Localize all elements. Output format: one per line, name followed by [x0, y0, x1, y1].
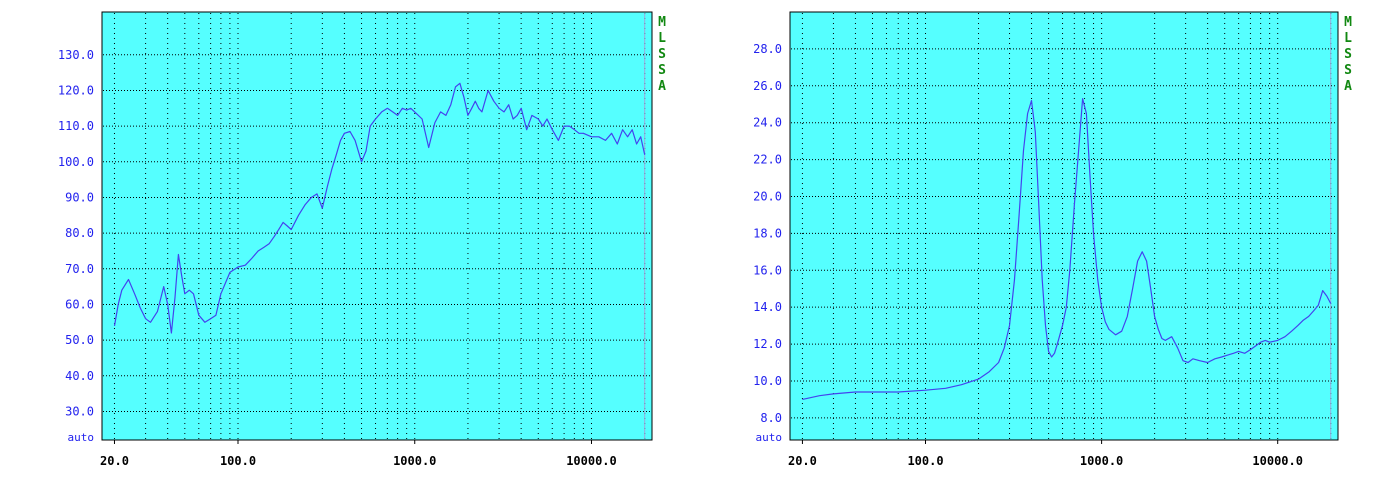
x-tick-label: 1000.0: [393, 454, 436, 468]
y-tick-label: 8.0: [760, 411, 782, 425]
y-tick-label: 80.0: [65, 226, 94, 240]
y-tick-label: 10.0: [753, 374, 782, 388]
chart-panel-1: 130.0 120.0 110.0 100.0 90.0 80.0 70.0 60.0 50.0…: [58, 11, 666, 468]
side-label-letter: S: [658, 63, 666, 78]
y-tick-label: 26.0: [753, 79, 782, 93]
y-tick-label: 100.0: [58, 155, 94, 169]
x-tick-label: 10000.0: [566, 454, 617, 468]
side-label-letter: S: [1344, 63, 1352, 78]
y-tick-label: 90.0: [65, 190, 94, 204]
y-tick-label: 22.0: [753, 153, 782, 167]
y-tick-label: 20.0: [753, 189, 782, 203]
series-line-1: [113, 82, 646, 334]
y-tick-label: 60.0: [65, 297, 94, 311]
y-tick-label: 24.0: [753, 116, 782, 130]
y-tick-label: 14.0: [753, 300, 782, 314]
x-tick-label: 20.0: [788, 454, 817, 468]
y-auto-label: auto: [68, 431, 95, 444]
side-label-letter: S: [1344, 47, 1352, 62]
side-label-letter: A: [1344, 79, 1352, 94]
horizontal-gridlines: [791, 48, 1337, 419]
y-tick-label: 12.0: [753, 337, 782, 351]
y-tick-label: 70.0: [65, 262, 94, 276]
side-label-letter: L: [658, 31, 666, 46]
y-tick-label: 18.0: [753, 226, 782, 240]
y-tick-label: 28.0: [753, 42, 782, 56]
y-tick-label: 120.0: [58, 83, 94, 97]
y-tick-label: 30.0: [65, 404, 94, 418]
x-tick-label: 1000.0: [1080, 454, 1123, 468]
plot-area: [789, 11, 1339, 441]
vertical-gridlines: [801, 13, 1332, 439]
y-tick-label: 130.0: [58, 48, 94, 62]
chart-panel-2: 28.0 26.0 24.0 22.0 20.0 18.0 16.0 14.0 12.0 10.0…: [753, 11, 1352, 468]
x-tick-label: 100.0: [220, 454, 256, 468]
horizontal-gridlines: [103, 54, 651, 412]
y-auto-label: auto: [756, 431, 783, 444]
y-tick-label: 50.0: [65, 333, 94, 347]
x-tick-label: 10000.0: [1252, 454, 1303, 468]
y-tick-label: 110.0: [58, 119, 94, 133]
y-tick-label: 16.0: [753, 263, 782, 277]
side-label-letter: M: [1344, 15, 1352, 30]
series-line-1: [802, 98, 1332, 400]
side-label-letter: L: [1344, 31, 1352, 46]
side-label-letter: A: [658, 79, 666, 94]
x-tick-label: 100.0: [907, 454, 943, 468]
side-label-letter: S: [658, 47, 666, 62]
side-label-letter: M: [658, 15, 666, 30]
y-tick-label: 40.0: [65, 369, 94, 383]
x-tick-label: 20.0: [100, 454, 129, 468]
plot-area: [101, 11, 653, 441]
